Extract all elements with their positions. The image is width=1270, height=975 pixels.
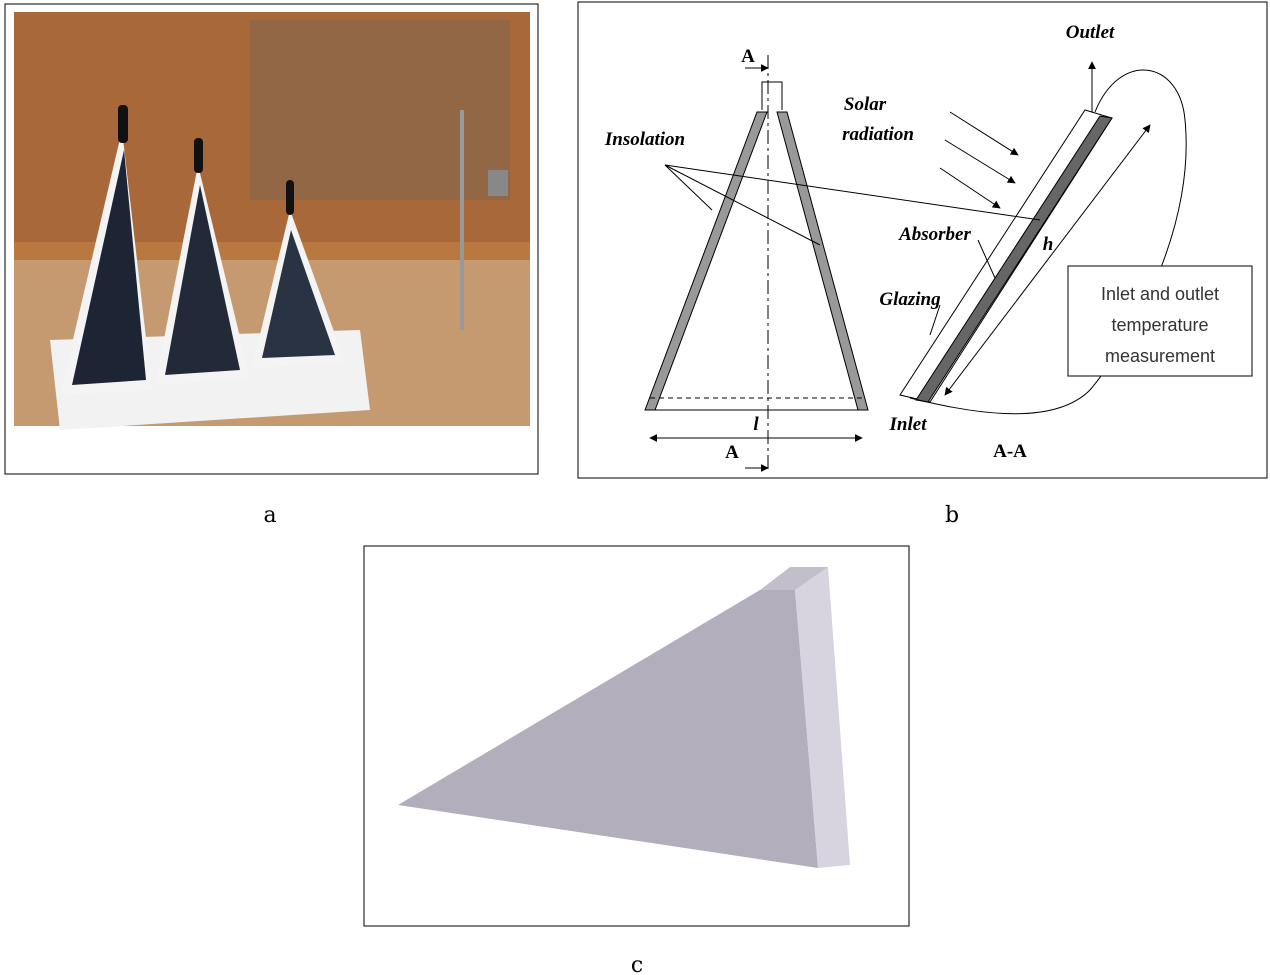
height-label: h (1043, 234, 1054, 255)
outlet-label: Outlet (1066, 22, 1115, 43)
length-label: l (753, 414, 759, 435)
note-line: Inlet and outlet (1101, 284, 1219, 304)
section-label: A-A (993, 441, 1027, 462)
note-line: measurement (1105, 346, 1215, 366)
panel-label: a (263, 503, 276, 528)
section-mark: A (741, 46, 755, 67)
note-line: temperature (1111, 315, 1208, 335)
solar-label: Solar (844, 94, 887, 115)
render-panel (364, 546, 909, 926)
panel-label: b (945, 503, 959, 528)
photo-panel (5, 4, 538, 474)
figure: a A A Insolation Solar radiation Outlet (0, 0, 1270, 975)
solar-label: radiation (842, 124, 914, 145)
insolation-label: Insolation (604, 129, 685, 150)
section-mark: A (725, 442, 739, 463)
inlet-label: Inlet (889, 414, 928, 435)
glazing-label: Glazing (879, 289, 940, 310)
absorber-label: Absorber (898, 224, 971, 245)
panel-label: c (631, 953, 643, 975)
